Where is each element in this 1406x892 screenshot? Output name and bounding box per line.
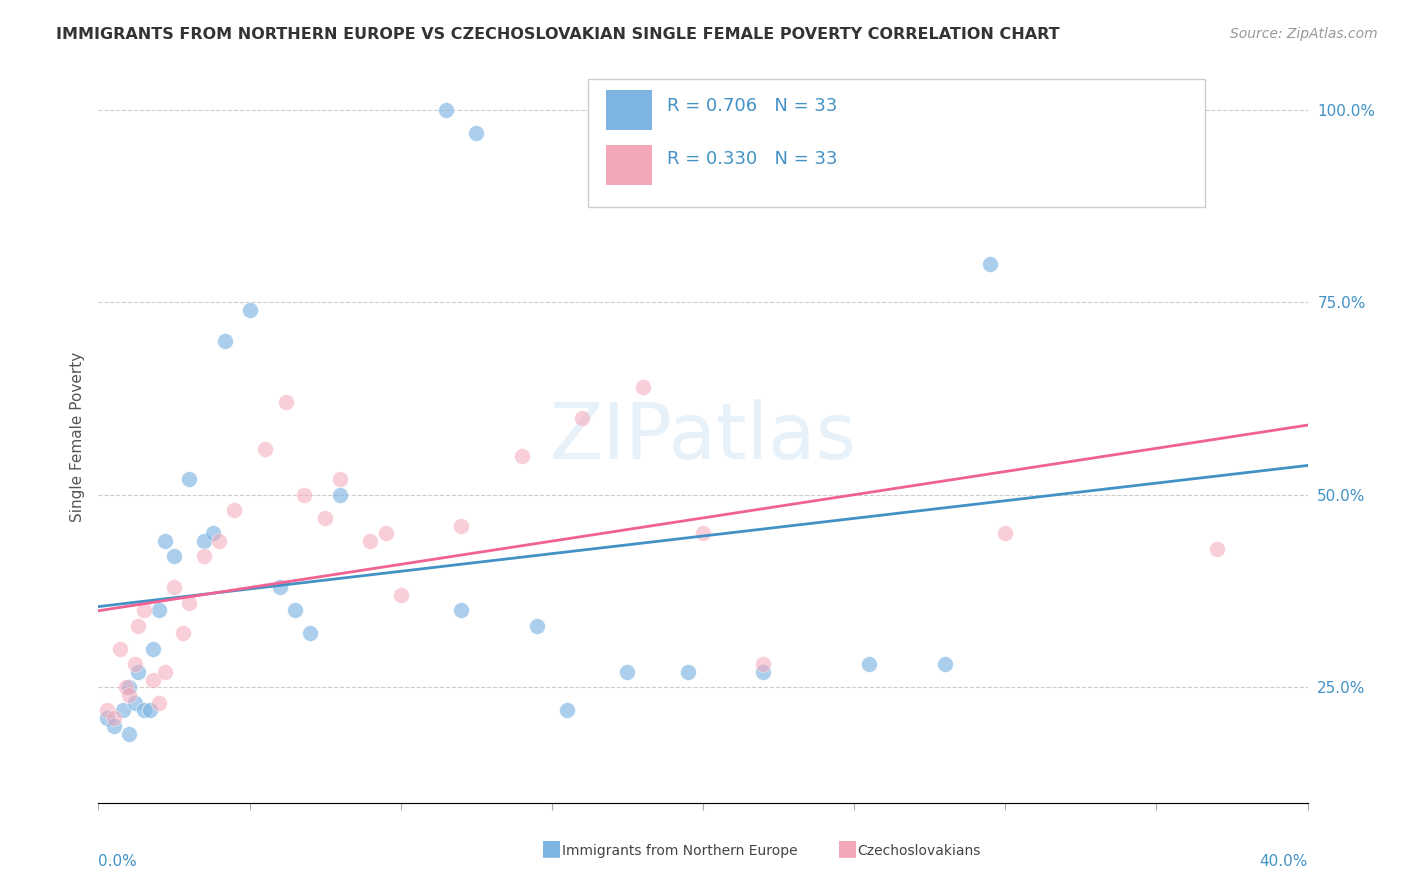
Point xyxy=(314,511,336,525)
Point xyxy=(118,726,141,740)
Text: 40.0%: 40.0% xyxy=(1260,854,1308,869)
Point xyxy=(979,257,1001,271)
Point xyxy=(616,665,638,679)
Point xyxy=(994,526,1017,541)
Point xyxy=(108,641,131,656)
Point xyxy=(179,472,201,486)
Point xyxy=(153,534,176,549)
Point xyxy=(752,657,775,672)
FancyBboxPatch shape xyxy=(606,90,652,130)
Point xyxy=(1206,541,1229,556)
Point xyxy=(103,711,125,725)
Point xyxy=(124,696,146,710)
Point xyxy=(631,380,654,394)
Text: Immigrants from Northern Europe: Immigrants from Northern Europe xyxy=(562,844,799,858)
Point xyxy=(142,641,165,656)
Point xyxy=(148,696,170,710)
Point xyxy=(450,518,472,533)
Point xyxy=(526,618,548,632)
Point xyxy=(118,688,141,702)
FancyBboxPatch shape xyxy=(606,145,652,185)
Point xyxy=(299,626,322,640)
Point xyxy=(96,703,118,717)
Point xyxy=(163,549,186,564)
Point xyxy=(163,580,186,594)
Point xyxy=(153,665,176,679)
Point xyxy=(274,395,297,409)
Text: IMMIGRANTS FROM NORTHERN EUROPE VS CZECHOSLOVAKIAN SINGLE FEMALE POVERTY CORRELA: IMMIGRANTS FROM NORTHERN EUROPE VS CZECH… xyxy=(56,27,1060,42)
Point xyxy=(253,442,276,456)
Text: Czechoslovakians: Czechoslovakians xyxy=(858,844,981,858)
Point xyxy=(292,488,315,502)
Text: Source: ZipAtlas.com: Source: ZipAtlas.com xyxy=(1230,27,1378,41)
Point xyxy=(127,618,149,632)
Point xyxy=(752,665,775,679)
Y-axis label: Single Female Poverty: Single Female Poverty xyxy=(69,352,84,522)
Text: ZIPatlas: ZIPatlas xyxy=(550,399,856,475)
Point xyxy=(329,488,352,502)
Point xyxy=(96,711,118,725)
Point xyxy=(172,626,194,640)
Point xyxy=(139,703,162,717)
Point xyxy=(111,703,134,717)
Point xyxy=(510,450,533,464)
Point xyxy=(193,549,215,564)
Text: ■: ■ xyxy=(541,838,562,858)
Text: ■: ■ xyxy=(837,838,858,858)
Point xyxy=(142,673,165,687)
Point xyxy=(132,703,155,717)
Point xyxy=(676,665,699,679)
Point xyxy=(124,657,146,672)
Point xyxy=(465,126,488,140)
Point xyxy=(555,703,578,717)
Point xyxy=(329,472,352,486)
Point xyxy=(193,534,215,549)
Point xyxy=(360,534,382,549)
Text: R = 0.330   N = 33: R = 0.330 N = 33 xyxy=(666,151,837,169)
Point xyxy=(374,526,396,541)
Point xyxy=(692,526,714,541)
Point xyxy=(284,603,307,617)
Point xyxy=(202,526,225,541)
Point xyxy=(571,410,593,425)
Point xyxy=(934,657,956,672)
Point xyxy=(103,719,125,733)
Point xyxy=(269,580,291,594)
Point xyxy=(179,596,201,610)
Point xyxy=(214,334,236,348)
Point xyxy=(224,503,246,517)
Point xyxy=(127,665,149,679)
Point xyxy=(148,603,170,617)
Point xyxy=(858,657,880,672)
FancyBboxPatch shape xyxy=(588,78,1205,207)
Point xyxy=(239,303,262,318)
Point xyxy=(208,534,231,549)
Text: R = 0.706   N = 33: R = 0.706 N = 33 xyxy=(666,97,837,115)
Point xyxy=(118,681,141,695)
Point xyxy=(389,588,412,602)
Point xyxy=(434,103,457,117)
Text: 0.0%: 0.0% xyxy=(98,854,138,869)
Point xyxy=(450,603,472,617)
Point xyxy=(132,603,155,617)
Point xyxy=(114,681,136,695)
